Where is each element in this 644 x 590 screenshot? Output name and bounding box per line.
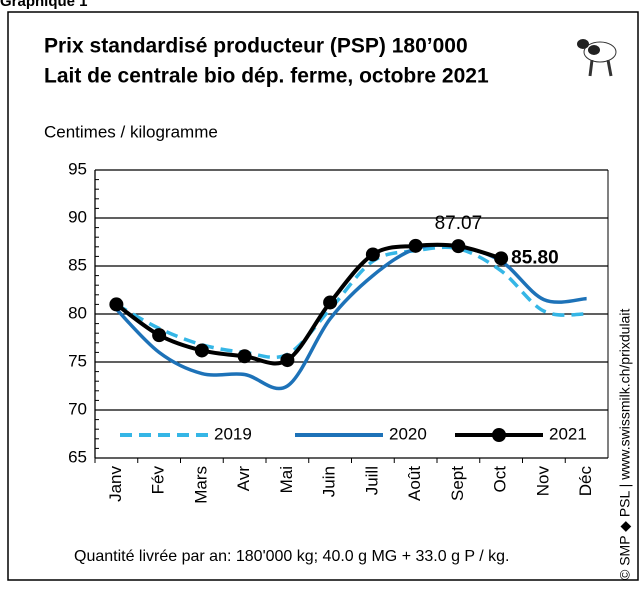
y-tick-label: 95 [68,159,87,178]
legend-label: 2021 [549,424,587,443]
x-tick-label: Mars [191,466,210,504]
marker [195,343,209,357]
x-tick-label: Oct [491,466,510,493]
x-tick-label: Déc [576,466,595,497]
page: {"header":"Graphique 1", "source":"© SMP… [0,0,644,590]
x-tick-label: Nov [533,466,552,497]
y-axis-label: Centimes / kilogramme [44,122,218,141]
x-tick-label: Août [405,466,424,501]
marker [323,295,337,309]
series-line [116,245,501,364]
marker [494,251,508,265]
legend-label: 2020 [389,424,427,443]
value-label: 85.80 [511,247,559,268]
header: Graphique 1 [0,0,88,10]
x-tick-label: Janv [106,466,125,502]
marker [280,353,294,367]
marker [409,239,423,253]
legend-label: 2019 [214,424,252,443]
value-label: 87.07 [435,213,483,234]
marker [152,328,166,342]
y-tick-label: 75 [68,351,87,370]
y-tick-label: 65 [68,447,87,466]
marker [238,349,252,363]
source: © SMP ◆ PSL | www.swissmilk.ch/prixdulai… [617,309,633,580]
x-tick-label: Juill [362,466,381,495]
marker [109,297,123,311]
footnote: Quantité livrée par an: 180'000 kg; 40.0… [74,548,509,565]
y-tick-label: 70 [68,399,87,418]
legend-marker [492,428,506,442]
chart-title: Lait de centrale bio dép. ferme, octobre… [44,65,489,88]
y-tick-label: 80 [68,303,87,322]
x-tick-label: Sept [448,466,467,501]
chart-title: Prix standardisé producteur (PSP) 180’00… [44,35,468,58]
cow-icon [577,39,616,76]
chart: Graphique 1 Prix standardisé producteur … [0,0,644,585]
marker [366,247,380,261]
x-tick-label: Mai [277,466,296,493]
y-tick-label: 90 [68,207,87,226]
x-tick-label: Avr [234,466,253,492]
y-tick-label: 85 [68,255,87,274]
marker [451,239,465,253]
x-tick-label: Juin [320,466,339,497]
x-tick-label: Fév [149,466,168,495]
